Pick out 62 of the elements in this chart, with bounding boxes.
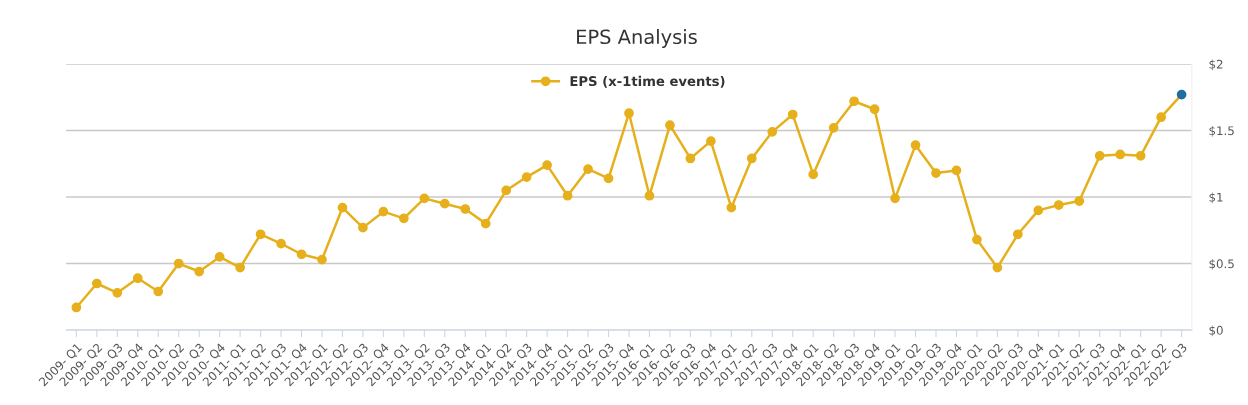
point <box>337 202 348 213</box>
point <box>501 185 512 196</box>
legend-label: EPS (x-1time events) <box>570 75 725 88</box>
point <box>869 104 880 115</box>
point <box>419 193 430 204</box>
point <box>378 206 389 217</box>
point <box>583 164 593 174</box>
point <box>214 252 225 262</box>
point <box>132 273 143 284</box>
point <box>767 126 778 137</box>
point <box>890 193 900 204</box>
point <box>255 229 266 240</box>
point <box>173 258 184 269</box>
point <box>603 173 614 184</box>
point <box>91 278 102 289</box>
point <box>992 262 1003 273</box>
point <box>644 190 655 201</box>
point <box>746 153 757 164</box>
point <box>1033 205 1044 216</box>
point <box>1013 229 1023 240</box>
point <box>317 254 327 265</box>
point <box>951 165 962 176</box>
point <box>235 262 245 273</box>
point <box>439 198 450 209</box>
point <box>931 168 941 178</box>
point <box>726 202 737 213</box>
point <box>1115 149 1126 160</box>
y-tick-label: $1.5 <box>1209 126 1234 137</box>
point <box>296 249 307 260</box>
point <box>685 153 696 164</box>
point <box>521 172 532 182</box>
point <box>112 287 123 298</box>
point <box>808 169 819 180</box>
point <box>194 266 205 277</box>
y-tick-label: $0.5 <box>1209 259 1234 270</box>
point <box>910 140 921 151</box>
point <box>153 286 164 297</box>
y-tick-label: $0 <box>1209 325 1223 337</box>
point <box>1176 89 1187 100</box>
y-tick-label: $1 <box>1209 192 1223 204</box>
point <box>276 238 286 249</box>
point <box>787 109 798 120</box>
point <box>849 96 859 107</box>
point <box>828 122 839 133</box>
point <box>705 136 716 147</box>
point <box>358 222 368 233</box>
point <box>1156 112 1167 123</box>
chart-title: EPS Analysis <box>577 29 697 48</box>
point <box>1135 150 1146 161</box>
point <box>460 204 471 214</box>
point <box>972 234 982 245</box>
point <box>1094 150 1105 161</box>
point <box>1053 200 1064 210</box>
point <box>562 190 573 201</box>
point <box>480 218 491 229</box>
point <box>71 302 82 313</box>
point <box>1074 196 1085 206</box>
point <box>665 120 675 131</box>
y-tick-label: $2 <box>1209 59 1223 71</box>
point <box>624 108 634 119</box>
point <box>542 160 552 170</box>
point <box>398 213 409 224</box>
